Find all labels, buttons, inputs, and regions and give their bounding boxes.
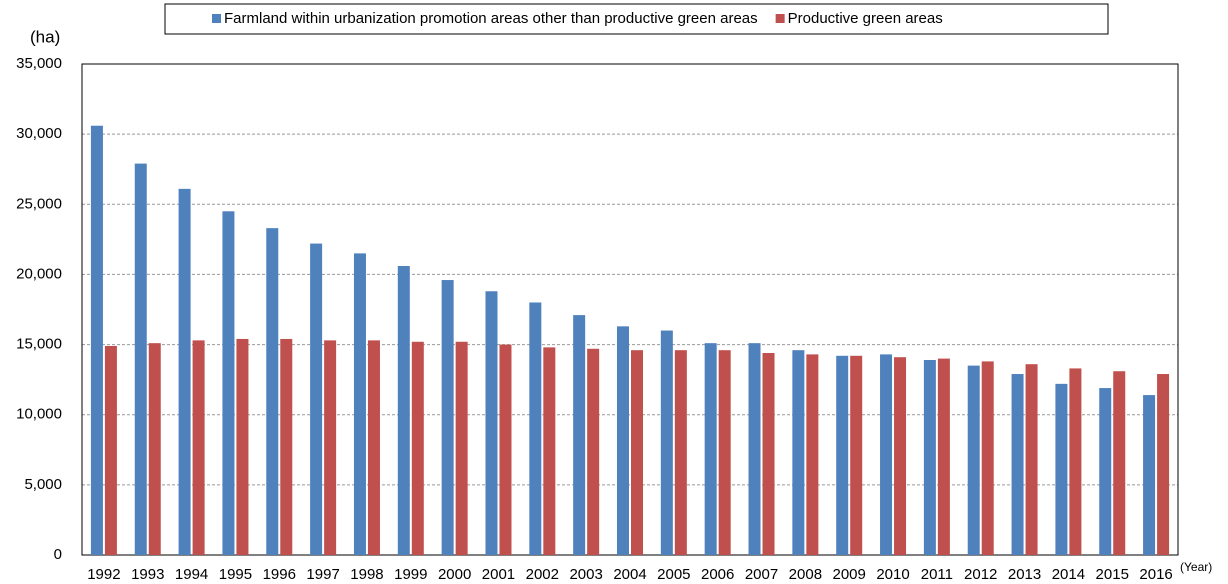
- legend-label: Productive green areas: [788, 10, 943, 27]
- bar: [353, 253, 366, 555]
- bar: [134, 163, 147, 556]
- bar: [1069, 368, 1082, 555]
- bar: [90, 125, 103, 556]
- x-tick-label: 2015: [1096, 566, 1129, 583]
- x-axis-label: (Year): [1180, 560, 1212, 574]
- x-tick-label: 2007: [745, 566, 778, 583]
- bar: [880, 354, 893, 555]
- x-tick-label: 2012: [964, 566, 997, 583]
- x-tick-label: 2014: [1052, 566, 1085, 583]
- bar: [104, 345, 117, 555]
- bar: [266, 228, 279, 556]
- bar: [192, 340, 205, 555]
- x-tick-label: 2016: [1139, 566, 1172, 583]
- y-tick-label: 35,000: [16, 55, 62, 72]
- legend-swatch: [212, 14, 221, 23]
- x-tick-label: 2001: [482, 566, 515, 583]
- bar: [762, 352, 775, 555]
- bar: [367, 340, 380, 555]
- x-tick-label: 2011: [921, 566, 953, 583]
- bar: [718, 350, 731, 555]
- x-tick-label: 2003: [569, 566, 602, 583]
- y-tick-label: 10,000: [16, 406, 62, 423]
- bar: [748, 343, 761, 555]
- bar: [324, 340, 337, 555]
- bar: [792, 350, 805, 555]
- bar: [704, 343, 717, 555]
- bar: [674, 350, 687, 555]
- y-tick-label: 0: [54, 546, 62, 563]
- y-tick-label: 25,000: [16, 195, 62, 212]
- bar: [397, 266, 410, 555]
- x-tick-label: 1993: [131, 566, 164, 583]
- x-tick-label: 2004: [613, 566, 646, 583]
- x-tick-label: 2013: [1008, 566, 1041, 583]
- y-tick-label: 5,000: [24, 476, 62, 493]
- bar: [937, 358, 950, 555]
- bar: [178, 188, 191, 555]
- legend-box: [164, 3, 1109, 35]
- bar: [573, 315, 586, 555]
- bar: [543, 347, 556, 555]
- bar: [631, 350, 643, 555]
- bar: [148, 343, 161, 555]
- y-tick-label: 30,000: [16, 125, 62, 142]
- x-tick-label: 2010: [876, 566, 909, 583]
- bar: [836, 355, 849, 555]
- bar: [441, 280, 454, 555]
- x-tick-label: 2005: [657, 566, 690, 583]
- bar: [529, 302, 542, 555]
- x-tick-label: 2000: [438, 566, 471, 583]
- plot-frame: [81, 63, 1179, 556]
- bar: [587, 348, 600, 555]
- bar: [310, 243, 323, 555]
- bar: [280, 338, 293, 555]
- x-tick-label: 2008: [789, 566, 822, 583]
- bar: [1011, 374, 1024, 555]
- legend-label: Farmland within urbanization promotion a…: [224, 10, 758, 27]
- bar: [499, 344, 512, 555]
- y-tick-label: 15,000: [16, 336, 62, 353]
- bar: [236, 338, 249, 555]
- bar: [485, 291, 498, 555]
- x-tick-label: 1999: [394, 566, 427, 583]
- bar: [967, 365, 980, 555]
- bar: [455, 341, 468, 555]
- bar: [1025, 364, 1038, 555]
- bar: [894, 357, 907, 555]
- bar: [806, 354, 819, 555]
- x-tick-label: 1996: [263, 566, 296, 583]
- bar: [1099, 388, 1112, 555]
- legend-swatch: [775, 14, 785, 23]
- x-tick-label: 1997: [306, 566, 339, 583]
- x-tick-label: 1995: [219, 566, 252, 583]
- x-tick-label: 1992: [87, 566, 120, 583]
- x-tick-label: 2006: [701, 566, 734, 583]
- bar: [1113, 371, 1126, 555]
- bar: [660, 330, 673, 555]
- x-tick-label: 2002: [526, 566, 559, 583]
- bar: [1143, 395, 1156, 555]
- bar: [850, 355, 863, 555]
- x-tick-label: 1994: [175, 566, 208, 583]
- y-tick-label: 20,000: [16, 265, 62, 282]
- bar: [1157, 374, 1170, 555]
- x-tick-label: 1998: [350, 566, 383, 583]
- bar: [222, 211, 235, 556]
- x-tick-label: 2009: [833, 566, 866, 583]
- bar: [411, 341, 424, 555]
- bar: [981, 361, 994, 555]
- y-axis-label: (ha): [30, 27, 60, 46]
- bar: [1055, 383, 1068, 555]
- bar: [923, 360, 936, 555]
- bar: [617, 326, 629, 555]
